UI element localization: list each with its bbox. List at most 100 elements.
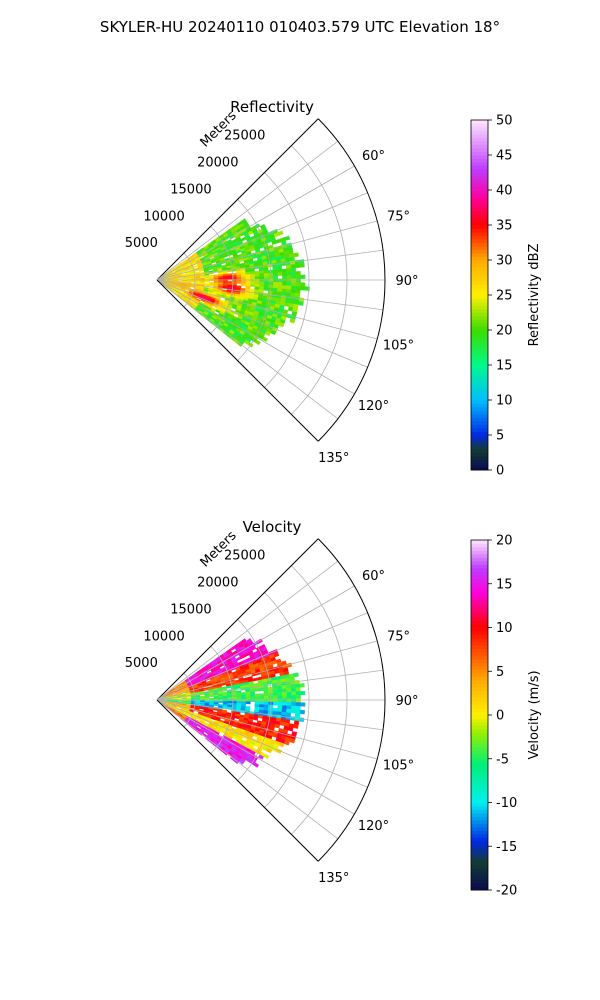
colorbar-segment bbox=[471, 662, 488, 667]
data-cell bbox=[277, 230, 284, 236]
data-cell bbox=[300, 282, 306, 287]
data-cell bbox=[272, 692, 278, 697]
colorbar-segment bbox=[471, 550, 488, 555]
data-cell bbox=[259, 276, 265, 280]
data-cell bbox=[286, 278, 292, 283]
data-cell bbox=[290, 292, 296, 298]
colorbar-segment bbox=[471, 582, 488, 586]
colorbar-segment bbox=[471, 753, 488, 758]
data-cell bbox=[277, 285, 283, 289]
colorbar-segment bbox=[471, 354, 488, 359]
data-cell bbox=[273, 698, 278, 703]
colorbar-segment bbox=[471, 351, 488, 355]
colorbar-tick-label: 10 bbox=[496, 621, 513, 636]
colorbar-segment bbox=[471, 620, 488, 625]
data-cell bbox=[295, 285, 301, 291]
colorbar-tick-label: 50 bbox=[496, 114, 513, 129]
data-cell bbox=[289, 318, 296, 324]
azimuth-gridline bbox=[156, 165, 355, 281]
data-cell bbox=[295, 702, 301, 707]
colorbar-segment bbox=[471, 410, 488, 415]
colorbar-segment bbox=[471, 757, 488, 761]
colorbar-segment bbox=[471, 162, 488, 166]
outer-arc bbox=[317, 118, 386, 442]
colorbar-segment bbox=[471, 855, 488, 859]
azimuth-tick-label: 60° bbox=[362, 569, 385, 584]
data-cell bbox=[263, 284, 269, 288]
colorbar-tick-label: -20 bbox=[496, 884, 517, 899]
sector-edge bbox=[156, 118, 319, 281]
data-cell bbox=[273, 281, 278, 286]
colorbar-segment bbox=[471, 382, 488, 387]
data-cell bbox=[227, 275, 233, 278]
reflectivity-colorbar: 0 5 10 15 20 25 30 35 40 45 50 bbox=[470, 114, 513, 479]
data-cell bbox=[250, 696, 256, 700]
data-cell bbox=[222, 706, 228, 709]
data-cell bbox=[285, 684, 292, 689]
data-cell bbox=[281, 285, 287, 290]
colorbar-segment bbox=[471, 466, 488, 471]
data-cell bbox=[286, 691, 292, 696]
colorbar-segment bbox=[471, 155, 488, 159]
data-cell bbox=[177, 700, 183, 702]
colorbar-segment bbox=[471, 281, 488, 285]
colorbar-segment bbox=[471, 617, 488, 621]
data-cell bbox=[272, 686, 278, 691]
data-cell bbox=[227, 706, 233, 710]
velocity-colorbar-label: Velocity (m/s) bbox=[527, 670, 542, 759]
data-cell bbox=[295, 698, 301, 703]
data-cell bbox=[291, 282, 297, 287]
data-cell bbox=[274, 723, 281, 729]
colorbar-segment bbox=[471, 428, 488, 432]
data-cell bbox=[209, 694, 215, 697]
data-cell bbox=[222, 286, 228, 289]
data-cell bbox=[291, 285, 297, 290]
colorbar-segment bbox=[471, 844, 488, 849]
sector-edge bbox=[156, 538, 319, 701]
data-cell bbox=[278, 322, 285, 328]
data-cell bbox=[286, 688, 292, 693]
colorbar-segment bbox=[471, 841, 488, 845]
colorbar-segment bbox=[471, 207, 488, 212]
data-cell bbox=[240, 692, 246, 695]
colorbar-segment bbox=[471, 179, 488, 184]
data-cell bbox=[236, 696, 242, 700]
azimuth-gridline bbox=[156, 699, 378, 760]
colorbar-segment bbox=[471, 739, 488, 744]
colorbar-segment bbox=[471, 459, 488, 464]
colorbar-segment bbox=[471, 221, 488, 226]
colorbar-segment bbox=[471, 788, 488, 793]
data-cell bbox=[291, 702, 297, 707]
azimuth-tick-label: 60° bbox=[362, 149, 385, 164]
data-cell bbox=[291, 705, 297, 710]
colorbar-segment bbox=[471, 641, 488, 646]
data-cell bbox=[254, 281, 260, 285]
data-cell bbox=[290, 687, 296, 692]
colorbar-segment bbox=[471, 781, 488, 786]
data-cell bbox=[298, 717, 305, 723]
colorbar-segment bbox=[471, 666, 488, 670]
data-cell bbox=[277, 272, 283, 276]
data-cell bbox=[273, 695, 278, 700]
data-cell bbox=[263, 267, 269, 271]
data-cell bbox=[254, 276, 260, 280]
data-cell bbox=[259, 284, 265, 288]
data-cell bbox=[227, 277, 233, 280]
data-cell bbox=[285, 264, 292, 269]
data-cell bbox=[209, 697, 215, 700]
data-cell bbox=[250, 283, 256, 287]
data-cell bbox=[213, 703, 219, 707]
colorbar-segment bbox=[471, 340, 488, 345]
data-cell bbox=[295, 683, 301, 689]
colorbar-tick-label: 20 bbox=[496, 324, 513, 339]
data-cell bbox=[290, 289, 296, 294]
colorbar-segment bbox=[471, 295, 488, 299]
colorbar-segment bbox=[471, 424, 488, 429]
colorbar-segment bbox=[471, 330, 488, 334]
data-cell bbox=[299, 263, 305, 268]
range-tick-label: 10000 bbox=[143, 209, 184, 224]
data-cell bbox=[295, 271, 301, 276]
data-cell bbox=[193, 265, 199, 268]
data-cell bbox=[222, 277, 228, 280]
colorbar-segment bbox=[471, 606, 488, 611]
